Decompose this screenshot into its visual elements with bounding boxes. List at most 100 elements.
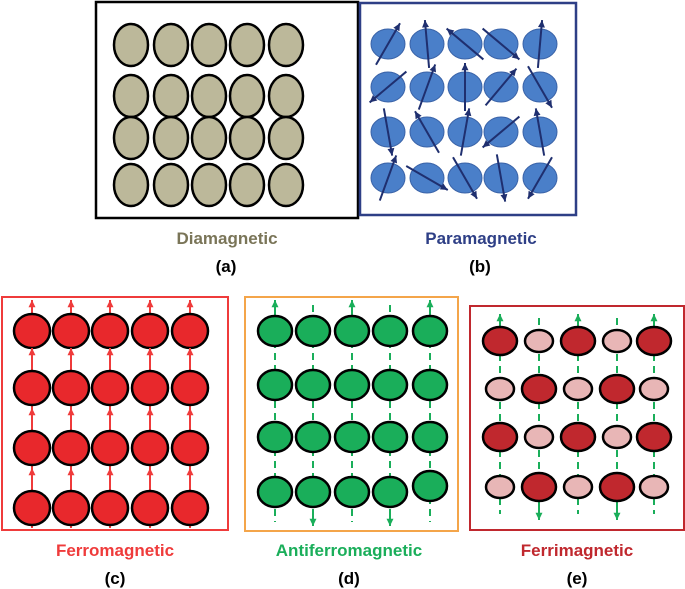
atom-c-2-2 bbox=[90, 429, 130, 467]
frame-ferrimagnetic bbox=[469, 305, 685, 531]
atom-e-0-1 bbox=[523, 328, 555, 354]
atom-d-1-0 bbox=[256, 368, 294, 402]
atom-d-2-0 bbox=[256, 420, 294, 454]
atom-d-2-1 bbox=[294, 420, 332, 454]
spin-c-col-1-head bbox=[67, 300, 75, 308]
spin-b-1-3-head bbox=[509, 68, 517, 77]
atom-a-2-3 bbox=[228, 115, 266, 161]
atom-e-1-4 bbox=[638, 376, 670, 402]
atom-e-3-4 bbox=[638, 474, 670, 500]
spin-c-tick-2-3-head bbox=[146, 468, 154, 476]
atom-d-0-3 bbox=[371, 314, 409, 348]
atom-d-0-1 bbox=[294, 314, 332, 348]
spin-c-tick-0-4-head bbox=[186, 348, 194, 356]
spin-b-3-3 bbox=[495, 154, 507, 202]
atom-c-1-4 bbox=[170, 369, 210, 407]
spin-c-col-0-head bbox=[28, 300, 36, 308]
atom-a-2-0 bbox=[112, 115, 150, 161]
atom-e-2-1 bbox=[523, 424, 555, 450]
atom-a-1-4 bbox=[267, 73, 305, 119]
atom-c-3-0 bbox=[12, 489, 52, 527]
atom-c-2-1 bbox=[51, 429, 91, 467]
spin-c-tick-0-2-head bbox=[106, 348, 114, 356]
spin-c-tick-1-1-head bbox=[67, 408, 75, 416]
spin-b-3-0 bbox=[378, 155, 398, 201]
atom-a-1-0 bbox=[112, 73, 150, 119]
atom-d-2-3 bbox=[371, 420, 409, 454]
atom-e-2-3 bbox=[601, 424, 633, 450]
spin-d-head-4-head bbox=[426, 300, 434, 308]
atom-d-3-2 bbox=[333, 475, 371, 509]
spin-c-col-3-head bbox=[146, 300, 154, 308]
atom-d-3-3 bbox=[371, 475, 409, 509]
atom-e-0-0 bbox=[481, 325, 519, 357]
atom-a-1-1 bbox=[152, 73, 190, 119]
atom-a-0-3 bbox=[228, 22, 266, 68]
atom-c-1-0 bbox=[12, 369, 52, 407]
spin-b-3-4-head bbox=[528, 190, 535, 199]
spin-b-2-3 bbox=[481, 115, 521, 149]
spin-b-1-4 bbox=[527, 65, 553, 109]
tag-b: (b) bbox=[469, 257, 491, 276]
spin-b-2-3-head bbox=[482, 140, 491, 148]
label-ferrimagnetic: Ferrimagnetic bbox=[520, 541, 634, 560]
spin-c-tick-2-1-head bbox=[67, 468, 75, 476]
atom-c-2-4 bbox=[170, 429, 210, 467]
spin-b-0-4-head bbox=[537, 20, 545, 28]
atom-a-3-3 bbox=[228, 162, 266, 208]
atom-e-1-0 bbox=[484, 376, 516, 402]
spin-e-head-3-head bbox=[613, 512, 621, 520]
atom-a-3-2 bbox=[190, 162, 228, 208]
spin-b-3-2 bbox=[452, 156, 478, 200]
atom-a-2-2 bbox=[190, 115, 228, 161]
label-ferromagnetic: Ferromagnetic bbox=[55, 541, 175, 560]
atom-a-0-4 bbox=[267, 22, 305, 68]
atom-a-0-2 bbox=[190, 22, 228, 68]
atom-d-2-2 bbox=[333, 420, 371, 454]
atom-a-2-4 bbox=[267, 115, 305, 161]
atom-d-1-3 bbox=[371, 368, 409, 402]
atom-c-3-2 bbox=[90, 489, 130, 527]
spin-b-3-1 bbox=[405, 165, 449, 191]
atom-a-0-0 bbox=[112, 22, 150, 68]
atom-e-3-1 bbox=[520, 471, 558, 503]
spin-b-3-4 bbox=[527, 156, 553, 200]
spin-b-0-2-head bbox=[446, 28, 455, 36]
spin-b-0-3-head bbox=[511, 52, 520, 60]
atom-d-3-4 bbox=[411, 469, 449, 503]
atom-e-1-1 bbox=[520, 373, 558, 405]
atom-a-3-1 bbox=[152, 162, 190, 208]
spin-b-2-4-head bbox=[533, 108, 541, 117]
atom-e-0-3 bbox=[601, 328, 633, 354]
spin-b-0-2 bbox=[445, 27, 485, 61]
atom-c-0-3 bbox=[130, 312, 170, 350]
atom-d-0-4 bbox=[411, 314, 449, 348]
spin-b-1-3 bbox=[484, 67, 518, 107]
spin-b-1-0 bbox=[368, 70, 408, 104]
frame-paramagnetic bbox=[358, 1, 578, 217]
spin-b-0-4 bbox=[536, 20, 544, 68]
label-diamagnetic: Diamagnetic bbox=[176, 229, 278, 248]
atom-c-3-4 bbox=[170, 489, 210, 527]
spin-b-2-0-head bbox=[387, 147, 395, 156]
tag-d: (d) bbox=[338, 569, 360, 588]
atom-a-1-2 bbox=[190, 73, 228, 119]
atom-d-1-4 bbox=[411, 368, 449, 402]
spin-c-tick-0-1-head bbox=[67, 348, 75, 356]
atom-c-0-4 bbox=[170, 312, 210, 350]
spin-e-head-4-head bbox=[650, 314, 658, 322]
spin-d-head-1-head bbox=[309, 518, 317, 526]
atom-a-3-0 bbox=[112, 162, 150, 208]
spin-b-2-1 bbox=[414, 110, 440, 154]
spin-e-head-2-head bbox=[574, 314, 582, 322]
spin-b-0-1-head bbox=[422, 20, 430, 28]
atom-d-0-2 bbox=[333, 314, 371, 348]
spin-c-tick-0-0-head bbox=[28, 348, 36, 356]
atom-c-3-3 bbox=[130, 489, 170, 527]
tag-e: (e) bbox=[566, 569, 588, 588]
label-antiferromagnetic: Antiferromagnetic bbox=[275, 541, 423, 560]
atom-a-1-3 bbox=[228, 73, 266, 119]
label-paramagnetic: Paramagnetic bbox=[425, 229, 537, 248]
atom-e-2-0 bbox=[481, 421, 519, 453]
atom-d-1-1 bbox=[294, 368, 332, 402]
